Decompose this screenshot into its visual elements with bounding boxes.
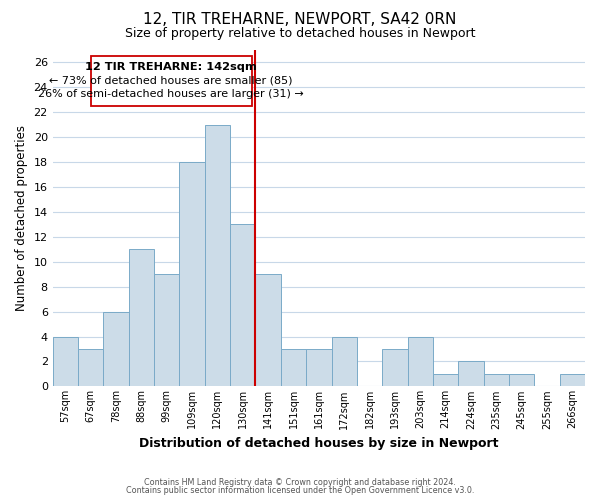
- Bar: [230, 224, 256, 386]
- Bar: [332, 336, 357, 386]
- Bar: [509, 374, 535, 386]
- Bar: [484, 374, 509, 386]
- Bar: [179, 162, 205, 386]
- X-axis label: Distribution of detached houses by size in Newport: Distribution of detached houses by size …: [139, 437, 499, 450]
- Text: ← 73% of detached houses are smaller (85): ← 73% of detached houses are smaller (85…: [49, 76, 293, 86]
- Bar: [407, 336, 433, 386]
- Bar: [205, 125, 230, 386]
- Bar: [129, 250, 154, 386]
- Text: Contains HM Land Registry data © Crown copyright and database right 2024.: Contains HM Land Registry data © Crown c…: [144, 478, 456, 487]
- Bar: [458, 362, 484, 386]
- FancyBboxPatch shape: [91, 56, 251, 106]
- Text: 26% of semi-detached houses are larger (31) →: 26% of semi-detached houses are larger (…: [38, 88, 304, 99]
- Bar: [281, 349, 306, 387]
- Text: Contains public sector information licensed under the Open Government Licence v3: Contains public sector information licen…: [126, 486, 474, 495]
- Bar: [382, 349, 407, 387]
- Bar: [433, 374, 458, 386]
- Y-axis label: Number of detached properties: Number of detached properties: [15, 125, 28, 311]
- Bar: [103, 312, 129, 386]
- Text: Size of property relative to detached houses in Newport: Size of property relative to detached ho…: [125, 28, 475, 40]
- Bar: [154, 274, 179, 386]
- Bar: [78, 349, 103, 387]
- Bar: [560, 374, 585, 386]
- Bar: [256, 274, 281, 386]
- Text: 12 TIR TREHARNE: 142sqm: 12 TIR TREHARNE: 142sqm: [85, 62, 257, 72]
- Bar: [53, 336, 78, 386]
- Bar: [306, 349, 332, 387]
- Text: 12, TIR TREHARNE, NEWPORT, SA42 0RN: 12, TIR TREHARNE, NEWPORT, SA42 0RN: [143, 12, 457, 26]
